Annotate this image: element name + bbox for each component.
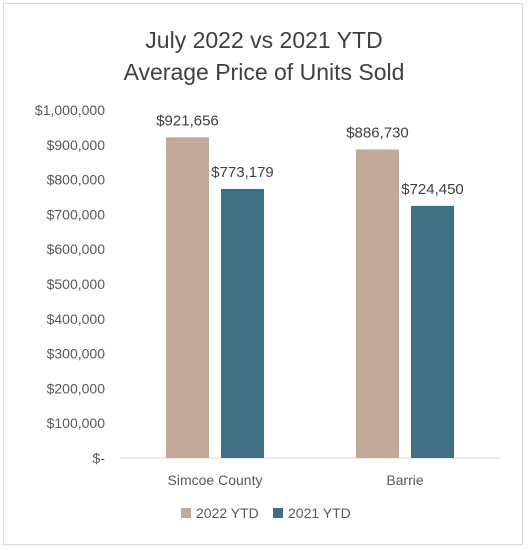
chart-title-line-2: Average Price of Units Sold — [123, 59, 405, 85]
legend-swatch — [273, 508, 283, 518]
data-label: $724,450 — [401, 181, 464, 198]
y-tick-label: $100,000 — [47, 415, 106, 431]
legend-swatch — [181, 508, 191, 518]
y-tick-label: $300,000 — [47, 346, 106, 362]
data-label: $921,656 — [156, 112, 219, 129]
legend-label: 2022 YTD — [196, 505, 259, 521]
bar-2021-ytd — [221, 188, 264, 458]
legend-label: 2021 YTD — [288, 505, 351, 521]
y-tick-label: $- — [93, 450, 106, 466]
y-tick-label: $200,000 — [47, 380, 106, 396]
data-label: $886,730 — [346, 124, 409, 141]
chart-title-line-1: July 2022 vs 2021 YTD — [145, 27, 383, 53]
y-tick-label: $1,000,000 — [35, 102, 105, 118]
y-tick-label: $400,000 — [47, 311, 106, 327]
y-tick-label: $700,000 — [47, 206, 106, 222]
bar-2022-ytd — [356, 149, 399, 458]
x-tick-label: Barrie — [386, 472, 424, 488]
x-tick-label: Simcoe County — [168, 472, 263, 488]
y-tick-label: $900,000 — [47, 137, 106, 153]
bar-2021-ytd — [411, 205, 454, 458]
y-tick-label: $600,000 — [47, 241, 106, 257]
data-label: $773,179 — [211, 164, 274, 181]
y-tick-label: $800,000 — [47, 172, 106, 188]
y-tick-label: $500,000 — [47, 276, 106, 292]
bar-2022-ytd — [166, 137, 209, 458]
